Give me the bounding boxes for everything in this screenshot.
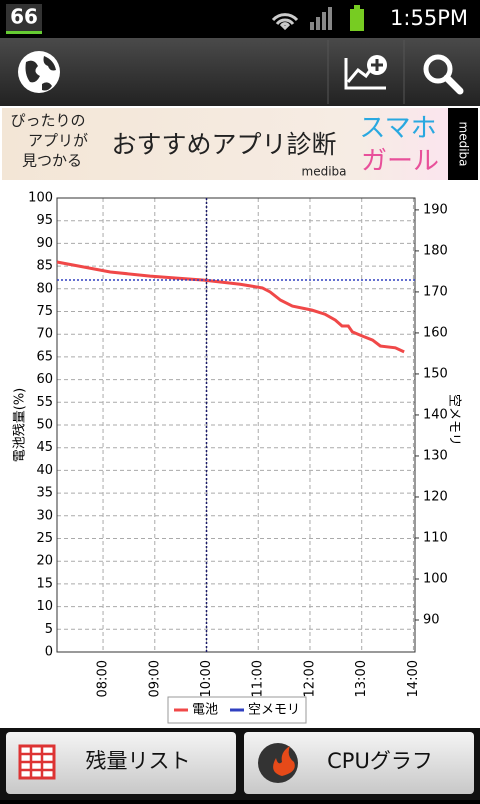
y-tick-label: 90 — [36, 236, 53, 251]
y-tick-label: 30 — [36, 508, 53, 523]
y-axis-label: 電池残量(%) — [13, 388, 28, 463]
y-tick-label: 45 — [36, 440, 53, 455]
list-button[interactable] — [6, 732, 236, 794]
y2-tick-label: 190 — [423, 202, 448, 217]
cpu-button[interactable] — [244, 732, 474, 794]
y-tick-label: 70 — [36, 327, 53, 342]
badge-box — [6, 4, 42, 34]
ad-side — [448, 108, 478, 180]
graph-add-button[interactable] — [344, 55, 387, 90]
y-tick-label: 85 — [36, 259, 53, 274]
plot-frame — [56, 197, 416, 653]
toolbar — [0, 38, 480, 106]
badge-underline — [6, 31, 42, 34]
y-tick-label: 20 — [36, 554, 53, 569]
battery-tip — [354, 5, 360, 9]
y2-tick-label: 110 — [423, 530, 448, 545]
chart-area — [0, 184, 480, 728]
y2-tick-label: 90 — [423, 613, 440, 628]
y-tick-label: 15 — [36, 576, 53, 591]
x-tick-label: 10:00 — [199, 660, 214, 697]
y-tick-label: 100 — [28, 191, 53, 206]
x-tick-label: 12:00 — [302, 660, 317, 697]
y2-tick-label: 150 — [423, 366, 448, 381]
y-tick-label: 35 — [36, 486, 53, 501]
y2-axis-label: 空メモリ — [447, 394, 462, 446]
y2-tick-label: 120 — [423, 489, 448, 504]
y2-tick-label: 180 — [423, 243, 448, 258]
status-bar — [0, 0, 480, 38]
ad-side-title: ガール — [361, 147, 439, 177]
y-tick-label: 10 — [36, 599, 53, 614]
ad-line: アプリが — [28, 132, 88, 150]
ad-vertical: mediba — [457, 122, 471, 167]
badge: 66 — [10, 5, 38, 29]
y-tick-label: 40 — [36, 463, 53, 478]
y2-tick-label: 140 — [423, 407, 448, 422]
y2-tick-label: 100 — [423, 571, 448, 586]
battery-icon — [350, 9, 364, 31]
y2-tick-label: 170 — [423, 284, 448, 299]
ad-banner[interactable] — [2, 108, 448, 180]
y-tick-label: 0 — [45, 645, 53, 660]
x-tick-label: 14:00 — [406, 660, 421, 697]
legend-label: 空メモリ — [248, 703, 300, 718]
ad-side-title: スマホ — [359, 114, 436, 144]
cpu-button-label[interactable]: CPUグラフ — [327, 749, 433, 773]
time: 1:55PM — [390, 6, 468, 30]
y-tick-label: 65 — [36, 349, 53, 364]
x-tick-label: 09:00 — [147, 660, 162, 697]
ad-headline: おすすめアプリ診断 — [111, 130, 336, 159]
legend-label: 電池 — [192, 703, 218, 718]
y2-tick-label: 160 — [423, 325, 448, 340]
y-tick-label: 60 — [36, 372, 53, 387]
plot: 0 5 10 15 20 25 30 35 40 45 50 55 60 65 70 75 80 85 90 95 10… — [28, 191, 448, 724]
series-line — [56, 260, 405, 354]
globe-button[interactable] — [18, 51, 60, 93]
ad-line: ぴったりの — [10, 112, 85, 130]
x-tick-label: 11:00 — [251, 660, 266, 697]
y-tick-label: 50 — [36, 418, 53, 433]
ad-brand: mediba — [302, 165, 347, 179]
y-tick-label: 55 — [36, 395, 53, 410]
ad-line: 見つかる — [22, 152, 82, 170]
x-tick-label: 13:00 — [354, 660, 369, 697]
search-button[interactable] — [423, 54, 464, 95]
x-tick-label: 08:00 — [96, 660, 111, 697]
y2-tick-label: 130 — [423, 448, 448, 463]
y-tick-label: 95 — [36, 213, 53, 228]
y-tick-label: 75 — [36, 304, 53, 319]
list-button-label[interactable]: 残量リスト — [86, 749, 191, 773]
y-tick-label: 80 — [36, 281, 53, 296]
y-tick-label: 5 — [45, 622, 53, 637]
signal-icon — [310, 7, 332, 30]
wifi-icon — [271, 13, 299, 31]
y-tick-label: 25 — [36, 531, 53, 546]
